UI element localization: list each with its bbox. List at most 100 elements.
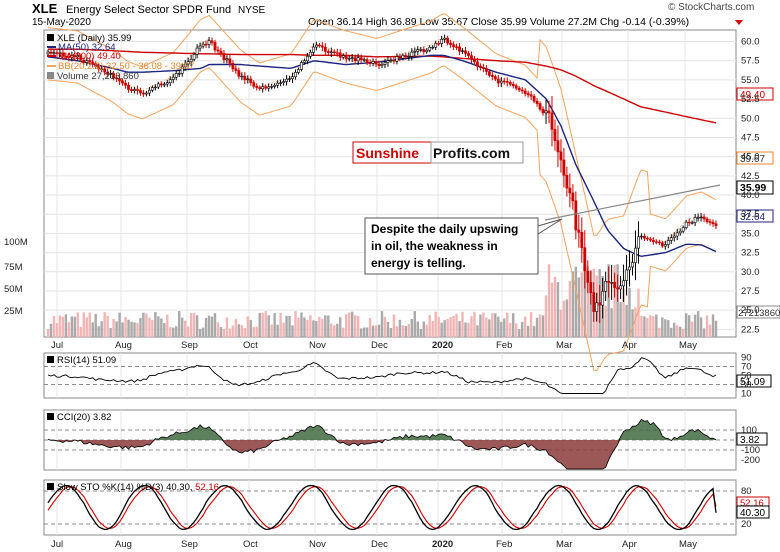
price-bar-body (502, 80, 506, 83)
volume-bar (517, 328, 521, 337)
price-bar-body (195, 47, 199, 55)
volume-bar (649, 315, 652, 337)
price-bar-body (180, 66, 184, 74)
sto-label-d: 52.16 (195, 482, 219, 493)
volume-bar (640, 315, 643, 337)
volume-bar (506, 312, 509, 337)
price-bar-body (264, 86, 268, 89)
volume-bar (291, 325, 294, 337)
volume-bar (70, 316, 74, 337)
tag-volume-box (736, 305, 780, 319)
price-bar-body (604, 281, 608, 292)
price-bar-body (88, 60, 92, 63)
price-bar-body (147, 89, 151, 94)
volume-bar (240, 325, 244, 337)
volume-bar (249, 320, 252, 337)
price-bar-body (484, 68, 488, 72)
volume-bar (234, 318, 238, 337)
price-tick-label: 27.5 (741, 286, 760, 297)
price-bar-body (189, 58, 193, 63)
price-tick-label: 47.5 (741, 132, 760, 143)
price-bar-body (288, 78, 291, 80)
price-bar-body (67, 56, 71, 58)
trend-line (544, 184, 721, 221)
sto-label-main: Slow STO %K(14) %D(3) 40.30, (57, 482, 193, 493)
tag-bb-upper-box (736, 151, 774, 165)
volume-bar (103, 312, 106, 337)
price-bar-body (520, 89, 524, 92)
price-bar-body (198, 45, 202, 49)
sto-d-line (47, 486, 717, 529)
price-bar-body (338, 52, 342, 58)
volume-bar (464, 322, 467, 337)
tag-ma50: 32.64 (740, 212, 765, 223)
x-tick-label-bottom: Dec (371, 539, 388, 550)
price-bar-body (529, 94, 533, 97)
price-bar-body (243, 75, 247, 81)
price-bar-body (371, 61, 375, 64)
brand[interactable]: © StockCharts.com (668, 2, 754, 13)
legend-ma50: MA(50) 32.64 (58, 42, 116, 53)
volume-bar (708, 324, 712, 337)
price-bar-body (353, 57, 357, 62)
tag-volume: 27213860 (738, 308, 780, 319)
sto-legend-swatch (47, 483, 54, 490)
bb-lower-line (47, 65, 717, 372)
volume-bar (175, 326, 178, 337)
ohlc-summary: Open 36.14 High 36.89 Low 35.67 Close 35… (308, 16, 689, 28)
price-bar-body (514, 85, 518, 89)
volume-bar (267, 315, 270, 337)
volume-bar (440, 322, 443, 337)
x-tick-label-bottom: Nov (309, 539, 326, 550)
price-bar-body (550, 112, 554, 130)
volume-bar (100, 321, 103, 337)
volume-bar (613, 264, 616, 337)
price-bar-body (565, 174, 569, 189)
price-tick-label: 57.5 (741, 56, 760, 67)
price-bar-body (625, 269, 628, 281)
tag-close-box (736, 180, 774, 195)
volume-bar (163, 323, 166, 337)
price-bar-body (356, 57, 360, 62)
volume-bar (303, 317, 306, 337)
volume-bar (121, 322, 124, 337)
volume-bar (520, 321, 524, 337)
price-bar-body (192, 54, 196, 60)
price-bar-body (317, 44, 321, 47)
volume-bar (392, 314, 396, 337)
price-bar-body (589, 282, 593, 293)
price-bar-body (631, 262, 634, 268)
price-bar-body (168, 79, 172, 83)
volume-bar (676, 325, 679, 337)
legend-main: XLE (Daily) 35.99 (57, 33, 131, 44)
x-tick-label-bottom: Feb (496, 539, 512, 550)
volume-bar (687, 315, 691, 337)
price-bar-body (505, 81, 509, 83)
volume-bar (401, 325, 405, 337)
price-bar-body (162, 83, 166, 86)
volume-bar (300, 312, 303, 337)
price-bar-body (616, 287, 619, 290)
price-bar-body (705, 218, 709, 223)
price-bar-body (255, 86, 259, 88)
price-bar-body (598, 302, 602, 306)
price-bar-body (332, 51, 336, 53)
price-bar-body (607, 281, 611, 283)
price-bar-body (159, 83, 163, 86)
price-bar-body (314, 44, 318, 48)
price-bar-body (165, 82, 169, 85)
price-bar-body (70, 55, 74, 58)
price-bar-body (401, 55, 405, 59)
volume-bar (696, 311, 700, 337)
price-bar-body (654, 241, 658, 243)
volume-bar (315, 320, 318, 337)
price-bar-body (121, 80, 124, 84)
price-bar-body (553, 129, 557, 141)
volume-bar (407, 324, 411, 337)
volume-bar (309, 315, 312, 337)
indicator-tick-label: -100 (741, 445, 760, 456)
volume-bar (255, 326, 258, 337)
price-bar-body (416, 49, 420, 52)
indicator-tick-label: 80 (741, 486, 752, 497)
volume-bar (434, 311, 437, 337)
